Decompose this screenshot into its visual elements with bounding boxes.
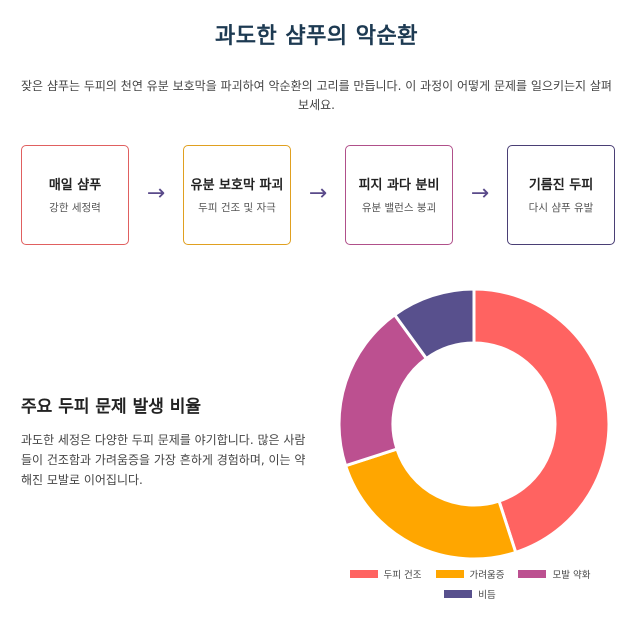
- cycle-card-title: 피지 과다 분비: [358, 178, 440, 193]
- page-title: 과도한 샴푸의 악순환: [215, 24, 418, 49]
- cycle-card-title: 유분 보호막 파괴: [190, 178, 284, 193]
- legend-item[interactable]: 가려움증: [435, 567, 505, 581]
- section-title: 주요 두피 문제 발생 비율: [21, 397, 202, 417]
- legend-label: 두피 건조: [383, 570, 422, 581]
- donut-slice-1[interactable]: [472, 287, 611, 555]
- legend-label: 비듬: [478, 590, 496, 601]
- cycle-card-subtitle: 두피 건조 및 자극: [198, 202, 276, 214]
- intro-text: 잦은 샴푸는 두피의 천연 유분 보호막을 파괴하여 악순환의 고리를 만듭니다…: [21, 79, 612, 112]
- arrow-right-icon: →: [308, 181, 328, 206]
- legend-item[interactable]: 두피 건조: [349, 567, 422, 581]
- donut-slice-2[interactable]: [343, 447, 518, 561]
- chart-legend: 두피 건조 가려움증 모발 약화 비듬: [320, 567, 620, 607]
- cycle-card-title: 매일 샴푸: [48, 178, 102, 193]
- cycle-card-3: 피지 과다 분비 유분 밸런스 붕괴: [345, 145, 453, 245]
- arrow-right-icon: →: [146, 181, 166, 206]
- donut-slice-4[interactable]: [392, 287, 476, 361]
- cycle-card-2: 유분 보호막 파괴 두피 건조 및 자극: [183, 145, 291, 245]
- cycle-card-subtitle: 다시 샴푸 유발: [528, 202, 594, 214]
- legend-swatch: [444, 590, 473, 598]
- cycle-card-title: 기름진 두피: [528, 178, 594, 193]
- cycle-card-subtitle: 유분 밸런스 붕괴: [361, 202, 437, 214]
- section-description: 과도한 세정은 다양한 두피 문제를 야기합니다. 많은 사람들이 건조함과 가…: [21, 433, 306, 487]
- legend-swatch: [349, 570, 378, 578]
- arrow-right-icon: →: [470, 181, 490, 206]
- cycle-card-subtitle: 강한 세정력: [49, 202, 101, 214]
- legend-item[interactable]: 모발 약화: [518, 567, 590, 581]
- cycle-card-4: 기름진 두피 다시 샴푸 유발: [507, 145, 615, 245]
- legend-swatch: [435, 570, 464, 578]
- legend-swatch: [518, 570, 547, 578]
- legend-label: 모발 약화: [552, 570, 591, 581]
- cycle-card-1: 매일 샴푸 강한 세정력: [21, 145, 129, 245]
- legend-item[interactable]: 비듬: [444, 587, 496, 601]
- legend-label: 가려움증: [469, 570, 505, 581]
- donut-chart: [337, 287, 611, 561]
